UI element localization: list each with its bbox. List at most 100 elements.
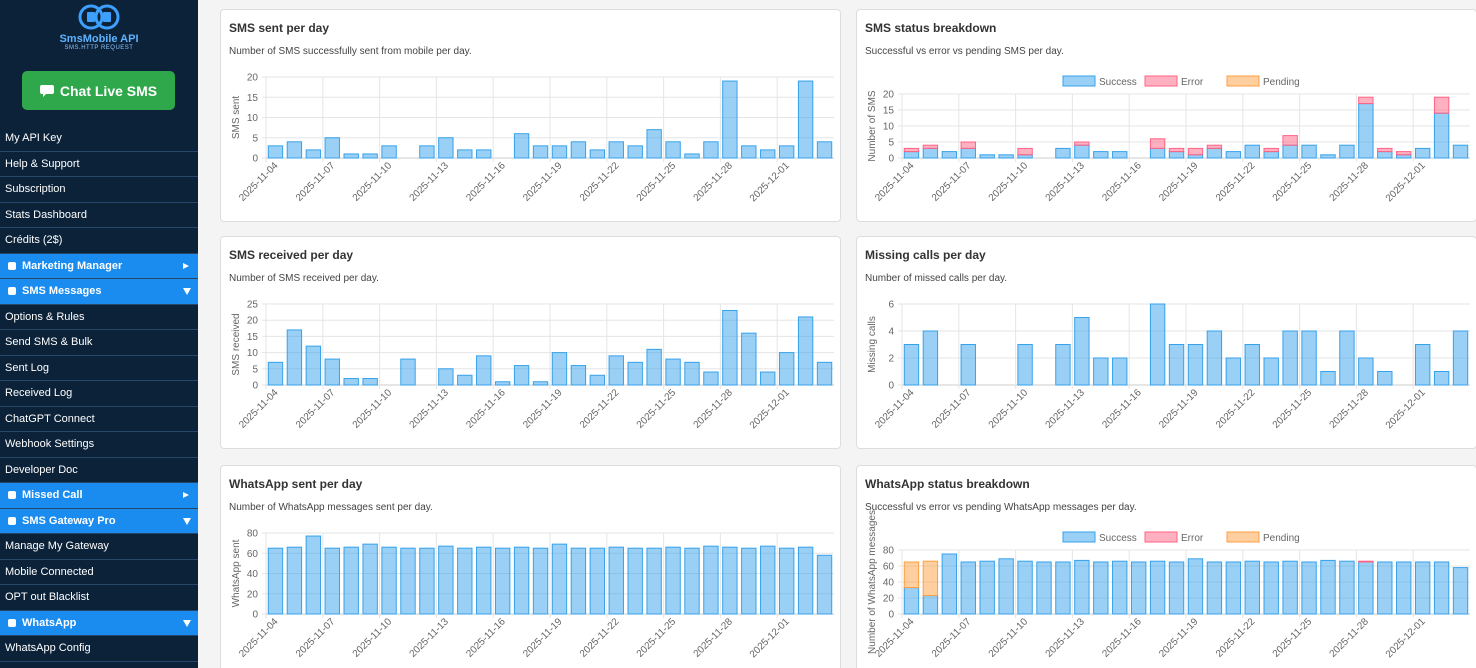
chat-button[interactable]: Chat Live SMS [22,71,175,110]
chart-card: SMS status breakdown Successful vs error … [856,9,1476,222]
bar [760,371,776,386]
x-tick-label: 2025-11-28 [1328,616,1372,660]
menu-label: SMS Messages [22,285,102,297]
x-tick-label: 2025-11-13 [1044,387,1088,431]
y-tick-label: 40 [883,578,895,589]
menu-section[interactable]: SMS Gateway Pro [0,508,198,534]
x-tick-label: 2025-11-28 [692,387,736,431]
menu-item[interactable]: Webhook Settings [0,432,198,458]
menu-section[interactable]: Marketing Manager [0,253,198,279]
x-tick-label: 2025-11-19 [521,160,565,204]
y-tick-label: 0 [888,154,894,165]
arrow-right [183,262,189,269]
menu-item[interactable]: OPT out Blacklist [0,585,198,611]
bar [343,546,359,615]
bar [922,560,939,597]
bar [960,147,976,159]
bar [400,358,416,386]
bar [343,378,359,386]
bar [1036,561,1052,615]
menu-item[interactable]: My API Key [0,126,198,152]
bar [457,374,473,386]
bar [1339,330,1355,386]
chart-card: WhatsApp status breakdown Successful vs e… [856,465,1476,668]
bar [324,358,340,386]
bar [1017,344,1033,386]
menu-item[interactable]: WhatsApp Config [0,636,198,662]
menu-item[interactable]: Received Log [0,381,198,407]
section-icon [8,618,16,627]
x-tick-label: 2025-11-07 [294,387,338,431]
legend-label: Pending [1263,77,1300,88]
chart-title: Missing calls per day [865,248,986,262]
bar [1433,112,1450,159]
bar [741,547,757,615]
menu-section[interactable]: WhatsApp [0,610,198,636]
bar [1093,561,1109,615]
menu-item[interactable]: Options & Rules [0,305,198,330]
x-tick-label: 2025-11-07 [294,616,338,660]
chart-subtitle: Number of WhatsApp messages sent per day… [229,502,433,513]
menu-item[interactable]: Help & Support [0,152,198,177]
x-tick-label: 2025-12-01 [748,387,792,431]
menu-item[interactable]: Subscription [0,177,198,203]
menu-section[interactable]: SMS Messages [0,279,198,305]
bar [722,546,738,615]
x-tick-label: 2025-11-04 [873,387,917,431]
menu-item[interactable]: Crédits (2$) [0,228,198,254]
x-tick-label: 2025-11-25 [1271,387,1315,431]
bar [1358,560,1374,563]
menu-item[interactable]: Developer Doc [0,458,198,483]
bar [1225,561,1242,615]
menu-item[interactable]: Sent Log [0,356,198,381]
menu-label: ChatGPT Connect [5,412,95,425]
y-tick-label: 20 [883,594,895,605]
bar [1396,561,1412,615]
bar [1414,147,1431,159]
bar [665,546,681,615]
bar [305,149,322,159]
bar [476,355,492,386]
x-tick-label: 2025-12-01 [1384,616,1428,660]
bar [1112,560,1128,615]
menu-item[interactable]: Stats Dashboard [0,203,198,228]
bar [1055,344,1071,386]
x-tick-label: 2025-11-19 [1157,387,1201,431]
bar [1282,560,1298,615]
bar [816,554,833,615]
bar [1168,151,1185,159]
menu-section[interactable]: Missed Call [0,483,198,509]
x-tick-label: 2025-11-22 [1214,616,1258,660]
bar [305,345,322,386]
bar [1358,561,1374,615]
menu-label: WhatsApp [22,616,77,629]
y-tick-label: 6 [888,300,894,311]
menu-item[interactable]: Manage My Gateway [0,534,198,560]
y-tick-label: 60 [883,562,895,573]
menu-item[interactable]: Mobile Connected [0,560,198,585]
bar [960,141,976,149]
bar [778,352,795,386]
bar [532,381,549,386]
x-tick-label: 2025-11-16 [464,387,508,431]
bar [305,535,322,615]
bar [778,145,795,159]
menu-item[interactable]: ChatGPT Connect [0,407,198,432]
bar [1263,357,1279,386]
bar [1320,371,1336,386]
y-tick-label: 0 [252,381,258,392]
logo[interactable]: SmsMobile API SMS.HTTP REQUEST [0,0,198,60]
menu-item[interactable]: Send SMS & Bulk [0,330,198,356]
bar [1074,141,1090,146]
chart: Missing calls per day Number of missed ca… [865,248,1470,431]
x-tick-label: 2025-11-22 [1214,160,1258,204]
bar [1074,144,1090,159]
bar [646,348,662,386]
chart-title: SMS sent per day [229,21,329,35]
bar [903,344,920,386]
section-icon [8,261,16,270]
bar [627,547,643,615]
x-tick-label: 2025-11-13 [1044,160,1088,204]
bar [741,332,757,386]
chat-icon [39,85,54,97]
